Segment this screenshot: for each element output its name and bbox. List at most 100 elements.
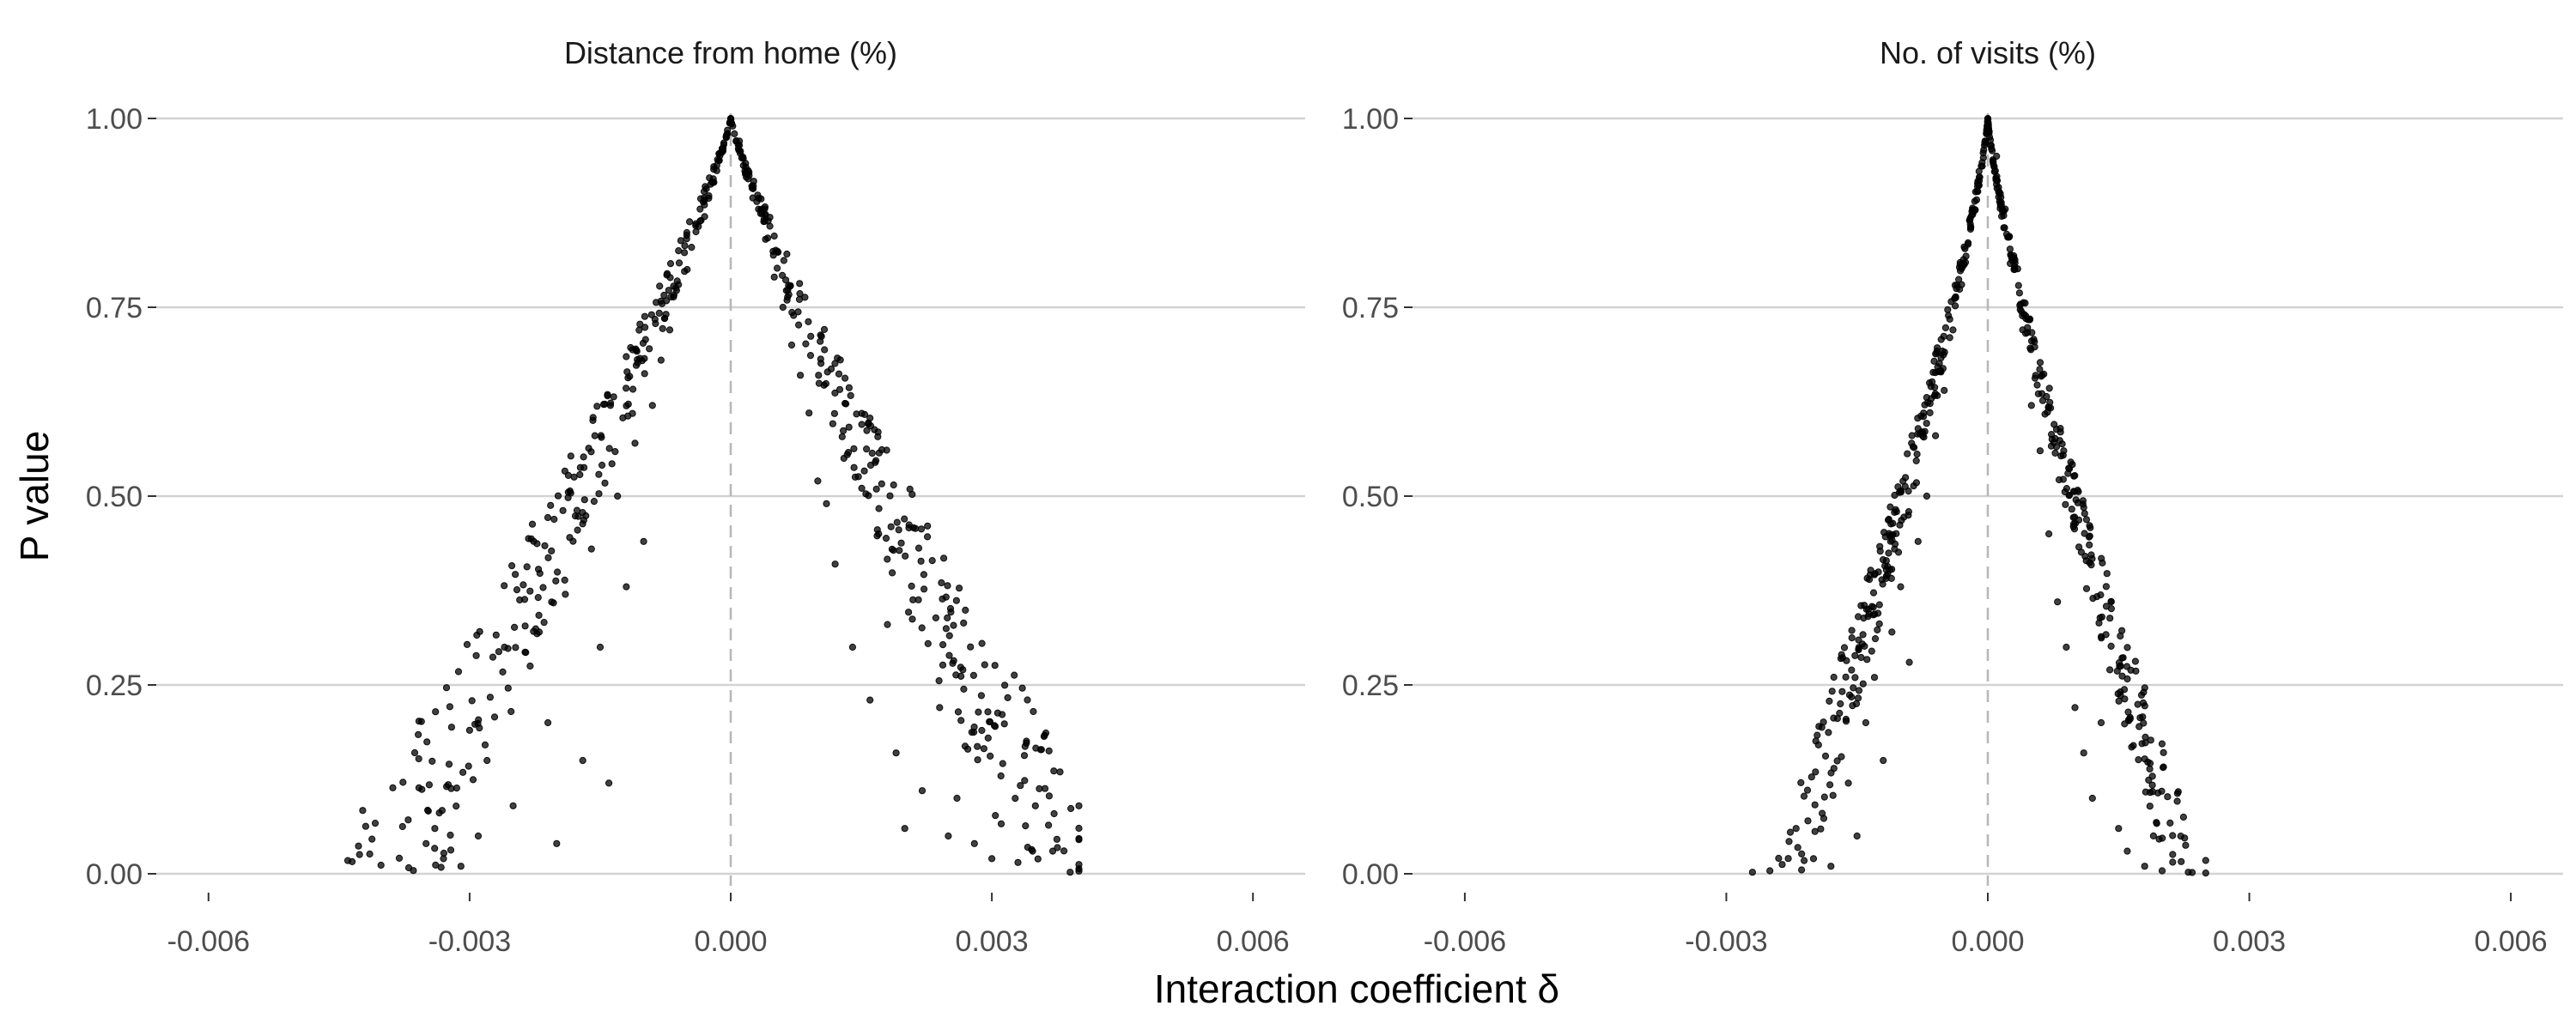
data-point xyxy=(1024,844,1031,851)
data-point xyxy=(1778,861,1786,869)
data-point xyxy=(504,684,512,692)
data-point xyxy=(431,845,439,852)
data-point xyxy=(787,341,796,349)
data-point xyxy=(928,557,936,565)
data-point xyxy=(795,295,804,303)
data-point xyxy=(2095,619,2103,627)
data-point xyxy=(562,591,569,598)
y-tick-label: 1.00 xyxy=(86,103,143,136)
data-point xyxy=(2088,554,2096,563)
data-point xyxy=(1048,847,1057,855)
data-point xyxy=(432,861,440,869)
data-point xyxy=(952,597,961,604)
data-point xyxy=(1857,653,1865,662)
data-point xyxy=(1030,707,1037,716)
data-point xyxy=(647,311,655,318)
data-point xyxy=(978,726,986,735)
data-point xyxy=(1014,858,1022,866)
data-point xyxy=(526,587,534,595)
data-point xyxy=(1838,688,1846,695)
data-point xyxy=(2000,224,2008,232)
data-point xyxy=(2141,684,2148,692)
data-point xyxy=(2015,289,2023,297)
data-point xyxy=(1882,574,1890,583)
data-point xyxy=(623,402,630,409)
data-point xyxy=(981,661,988,669)
data-point xyxy=(548,547,556,555)
data-point xyxy=(2056,437,2063,445)
data-point xyxy=(2017,307,2026,315)
data-point xyxy=(2113,667,2121,676)
data-point xyxy=(665,287,672,294)
data-point xyxy=(978,639,986,647)
data-point xyxy=(522,649,530,657)
data-point xyxy=(465,762,472,770)
data-point xyxy=(945,832,952,840)
data-point xyxy=(2169,858,2177,866)
data-point xyxy=(892,749,900,757)
data-point xyxy=(999,760,1006,767)
data-point xyxy=(1842,718,1850,725)
data-point xyxy=(2134,700,2142,708)
data-point xyxy=(794,308,802,316)
data-point xyxy=(1989,156,1996,164)
data-point xyxy=(596,643,605,651)
data-point xyxy=(997,772,1005,780)
data-point xyxy=(1017,782,1024,790)
data-point xyxy=(1032,744,1040,752)
data-point xyxy=(993,709,1002,717)
data-point xyxy=(954,708,963,716)
data-point xyxy=(1045,792,1054,800)
data-point xyxy=(946,604,955,613)
data-point xyxy=(670,293,677,301)
data-point xyxy=(666,260,675,268)
data-point xyxy=(942,625,951,633)
data-point xyxy=(554,568,562,576)
data-point xyxy=(675,259,683,267)
data-point xyxy=(1884,562,1892,571)
data-point xyxy=(2038,390,2046,397)
data-point xyxy=(371,820,380,827)
data-point xyxy=(1811,827,1819,835)
data-point xyxy=(1855,613,1862,621)
data-point xyxy=(2179,813,2187,821)
data-point xyxy=(415,754,422,763)
x-tick-label: 0.000 xyxy=(1951,925,2024,958)
data-point xyxy=(641,312,649,320)
data-point xyxy=(2038,397,2047,404)
data-point xyxy=(623,583,630,591)
data-point xyxy=(447,724,456,731)
data-point xyxy=(1826,697,1833,706)
data-point xyxy=(914,544,923,552)
data-point xyxy=(2117,632,2124,640)
data-point xyxy=(640,537,647,545)
data-point xyxy=(848,643,857,651)
data-point xyxy=(424,806,432,815)
data-point xyxy=(1868,647,1875,655)
data-point xyxy=(757,206,765,214)
data-point xyxy=(783,250,791,258)
data-point xyxy=(1888,628,1896,636)
data-point xyxy=(519,581,527,589)
data-point xyxy=(845,384,854,391)
data-point xyxy=(579,509,586,517)
data-point xyxy=(969,671,978,680)
y-tick-label: 0.50 xyxy=(86,481,143,513)
data-point xyxy=(527,535,535,542)
data-point xyxy=(1940,351,1947,359)
data-point xyxy=(944,614,951,622)
data-point xyxy=(1978,162,1985,170)
data-point xyxy=(1021,742,1029,750)
data-point xyxy=(1914,537,1922,545)
data-point xyxy=(834,354,841,362)
data-point xyxy=(489,653,497,661)
data-point xyxy=(574,512,582,520)
data-point xyxy=(495,648,503,656)
data-point xyxy=(623,368,631,376)
data-point xyxy=(830,409,839,417)
data-point xyxy=(1809,855,1818,863)
data-point xyxy=(2082,585,2091,592)
data-point xyxy=(623,353,630,360)
data-point xyxy=(1859,680,1867,688)
data-point xyxy=(1966,216,1974,224)
